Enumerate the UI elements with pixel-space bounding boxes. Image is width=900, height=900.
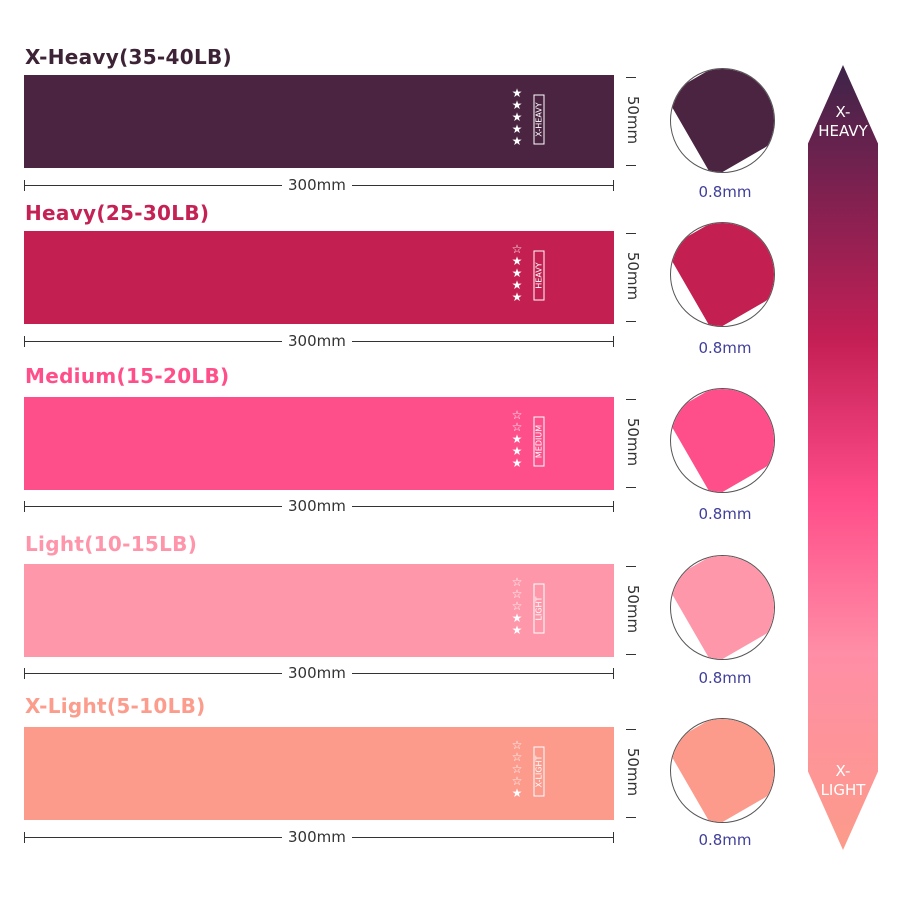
star-outline-icon: ☆ <box>511 408 523 422</box>
star-filled-icon: ★ <box>511 134 523 148</box>
star-outline-icon: ☆ <box>511 774 523 788</box>
band-label: Medium(15-20LB) <box>25 364 230 388</box>
star-outline-icon: ☆ <box>511 599 523 613</box>
star-outline-icon: ☆ <box>511 750 523 764</box>
width-dimension: 50mm <box>620 75 644 168</box>
band-swatch: ★ ★ ★ ★ ★ X-HEAVY <box>24 75 614 168</box>
star-filled-icon: ★ <box>511 456 523 470</box>
thickness-closeup <box>670 718 775 823</box>
thickness-text: 0.8mm <box>698 505 752 523</box>
band-tag-area: ★ ★ ☆ ☆ ☆ LIGHT <box>484 564 554 657</box>
star-filled-icon: ★ <box>511 266 523 280</box>
star-filled-icon: ★ <box>511 444 523 458</box>
star-outline-icon: ☆ <box>511 587 523 601</box>
star-filled-icon: ★ <box>511 623 523 637</box>
level-tag: LIGHT <box>533 583 545 634</box>
length-dimension: 300mm <box>24 176 614 194</box>
star-filled-icon: ★ <box>511 278 523 292</box>
thickness-closeup <box>670 222 775 327</box>
band-label: X-Light(5-10LB) <box>25 694 206 718</box>
band-swatch: ★ ★ ☆ ☆ ☆ LIGHT <box>24 564 614 657</box>
band-tag-area: ★ ★ ★ ★ ★ X-HEAVY <box>484 75 554 168</box>
thickness-text: 0.8mm <box>698 669 752 687</box>
star-filled-icon: ★ <box>511 98 523 112</box>
length-dimension: 300mm <box>24 332 614 350</box>
length-dimension: 300mm <box>24 664 614 682</box>
length-text: 300mm <box>282 332 352 350</box>
band-swatch: ★ ☆ ☆ ☆ ☆ X-LIGHT <box>24 727 614 820</box>
width-text: 50mm <box>624 574 642 644</box>
width-text: 50mm <box>624 85 642 155</box>
star-filled-icon: ★ <box>511 254 523 268</box>
star-outline-icon: ☆ <box>511 242 523 256</box>
band-label: Light(10-15LB) <box>25 532 198 556</box>
star-filled-icon: ★ <box>511 110 523 124</box>
band-label: X-Heavy(35-40LB) <box>25 45 232 69</box>
star-outline-icon: ☆ <box>511 575 523 589</box>
band-tag-area: ★ ☆ ☆ ☆ ☆ X-LIGHT <box>484 727 554 820</box>
width-dimension: 50mm <box>620 231 644 324</box>
star-filled-icon: ★ <box>511 290 523 304</box>
length-text: 300mm <box>282 664 352 682</box>
star-outline-icon: ☆ <box>511 738 523 752</box>
length-text: 300mm <box>282 828 352 846</box>
star-rating: ★ ★ ★ ☆ ☆ <box>510 409 524 469</box>
level-tag: X-LIGHT <box>533 746 545 797</box>
star-rating: ★ ★ ★ ★ ★ <box>510 87 524 147</box>
band-label: Heavy(25-30LB) <box>25 201 210 225</box>
width-text: 50mm <box>624 737 642 807</box>
thickness-text: 0.8mm <box>698 831 752 849</box>
star-rating: ★ ★ ★ ★ ☆ <box>510 243 524 303</box>
star-outline-icon: ☆ <box>511 420 523 434</box>
star-filled-icon: ★ <box>511 122 523 136</box>
scale-top-label: X- HEAVY <box>818 103 868 140</box>
thickness-closeup <box>670 388 775 493</box>
resistance-scale-arrow: X- HEAVY X- LIGHT <box>808 65 878 850</box>
band-tag-area: ★ ★ ★ ★ ☆ HEAVY <box>484 231 554 324</box>
width-dimension: 50mm <box>620 564 644 657</box>
level-tag: HEAVY <box>533 250 545 301</box>
band-swatch: ★ ★ ★ ☆ ☆ MEDIUM <box>24 397 614 490</box>
level-tag: MEDIUM <box>533 416 545 467</box>
width-text: 50mm <box>624 407 642 477</box>
band-tag-area: ★ ★ ★ ☆ ☆ MEDIUM <box>484 397 554 490</box>
width-dimension: 50mm <box>620 397 644 490</box>
thickness-text: 0.8mm <box>698 183 752 201</box>
star-filled-icon: ★ <box>511 432 523 446</box>
star-rating: ★ ☆ ☆ ☆ ☆ <box>510 739 524 799</box>
star-filled-icon: ★ <box>511 86 523 100</box>
width-text: 50mm <box>624 241 642 311</box>
length-text: 300mm <box>282 497 352 515</box>
star-rating: ★ ★ ☆ ☆ ☆ <box>510 576 524 636</box>
level-tag: X-HEAVY <box>533 94 545 145</box>
length-dimension: 300mm <box>24 828 614 846</box>
width-dimension: 50mm <box>620 727 644 820</box>
scale-bottom-label: X- LIGHT <box>820 762 866 799</box>
thickness-closeup <box>670 555 775 660</box>
star-filled-icon: ★ <box>511 611 523 625</box>
thickness-closeup <box>670 68 775 173</box>
length-dimension: 300mm <box>24 497 614 515</box>
star-filled-icon: ★ <box>511 786 523 800</box>
star-outline-icon: ☆ <box>511 762 523 776</box>
length-text: 300mm <box>282 176 352 194</box>
band-swatch: ★ ★ ★ ★ ☆ HEAVY <box>24 231 614 324</box>
thickness-text: 0.8mm <box>698 339 752 357</box>
